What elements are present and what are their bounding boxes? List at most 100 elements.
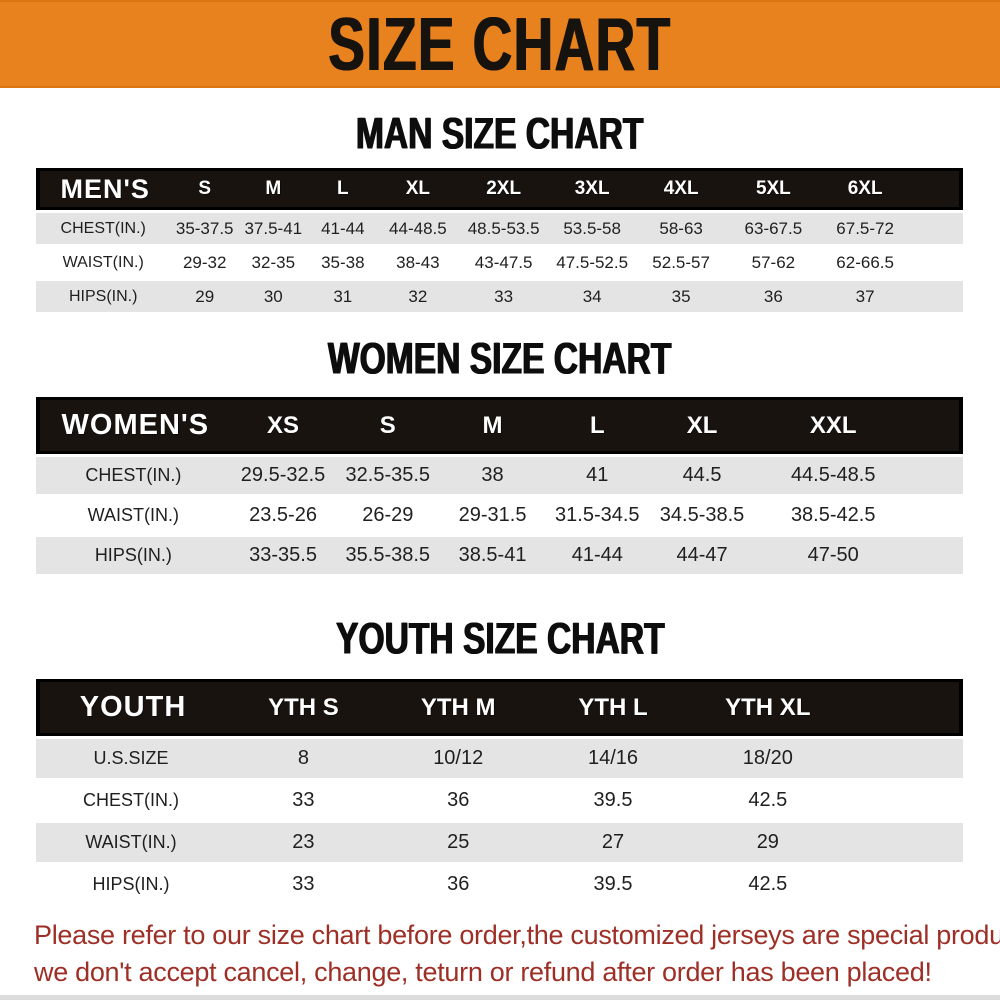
cell-value: 30 — [239, 281, 308, 312]
women-header-row: WOMEN'S XS S M L XL XXL — [36, 397, 963, 454]
cell-value: 41 — [544, 457, 650, 494]
column-header: 5XL — [727, 168, 820, 210]
cell-value: 41-44 — [544, 537, 650, 574]
cell-value: 35-37.5 — [170, 213, 239, 244]
cell-value: 29-31.5 — [440, 497, 545, 534]
row-label: HIPS(IN.) — [36, 865, 227, 904]
cell-value: 47.5-52.5 — [549, 247, 635, 278]
women-table-body: CHEST(IN.) 29.5-32.5 32.5-35.5 38 41 44.5 44.5… — [36, 457, 963, 574]
cell-value: 18/20 — [690, 739, 846, 778]
column-header: YTH S — [226, 679, 381, 736]
man-section-heading-text: MAN SIZE CHART — [356, 108, 644, 159]
cell-value: 41-44 — [307, 213, 379, 244]
cell-value: 44-47 — [649, 537, 755, 574]
youth-header-row: YOUTH YTH S YTH M YTH L YTH XL — [36, 679, 963, 736]
cell-value: 38-43 — [378, 247, 458, 278]
cell-value: 8 — [226, 739, 381, 778]
table-row: HIPS(IN.) 29 30 31 32 33 34 35 36 37 — [36, 281, 963, 312]
youth-table-body: U.S.SIZE 8 10/12 14/16 18/20 CHEST(IN.) 33 36 39… — [36, 739, 963, 904]
cell-value: 31.5-34.5 — [544, 497, 650, 534]
cell-value: 27 — [535, 823, 691, 862]
cell-value: 36 — [727, 281, 820, 312]
column-header: 4XL — [634, 168, 728, 210]
row-filler — [911, 281, 963, 312]
cell-value: 35-38 — [307, 247, 379, 278]
men-header-row: MEN'S S M L XL 2XL 3XL 4XL 5XL 6XL — [36, 168, 963, 210]
order-notice: Please refer to our size chart before or… — [0, 917, 1000, 991]
column-header: 6XL — [819, 168, 912, 210]
row-filler — [845, 865, 963, 904]
column-header: YTH M — [380, 679, 536, 736]
cell-value: 25 — [380, 823, 536, 862]
column-header: YTH L — [535, 679, 691, 736]
cell-value: 39.5 — [535, 865, 691, 904]
table-row: U.S.SIZE 8 10/12 14/16 18/20 — [36, 739, 963, 778]
cell-value: 42.5 — [690, 781, 846, 820]
row-label: WAIST(IN.) — [36, 823, 227, 862]
cell-value: 32-35 — [239, 247, 308, 278]
women-section-heading-text: WOMEN SIZE CHART — [328, 333, 672, 384]
cell-value: 34.5-38.5 — [649, 497, 755, 534]
cell-value: 44.5 — [649, 457, 755, 494]
row-label: WAIST(IN.) — [36, 247, 171, 278]
cell-value: 62-66.5 — [819, 247, 912, 278]
bottom-edge-strip — [0, 995, 1000, 1000]
cell-value: 37.5-41 — [239, 213, 308, 244]
women-size-table: WOMEN'S XS S M L XL XXL CHEST(IN.) 29.5-32.5 32.… — [36, 394, 963, 577]
cell-value: 32.5-35.5 — [335, 457, 441, 494]
cell-value: 35.5-38.5 — [335, 537, 441, 574]
cell-value: 29 — [170, 281, 239, 312]
cell-value: 33 — [457, 281, 550, 312]
row-filler — [911, 537, 963, 574]
table-title: WOMEN'S — [36, 397, 231, 454]
cell-value: 53.5-58 — [549, 213, 635, 244]
row-filler — [845, 781, 963, 820]
row-filler — [845, 823, 963, 862]
cell-value: 33 — [226, 865, 381, 904]
cell-value: 10/12 — [380, 739, 536, 778]
row-filler — [845, 739, 963, 778]
column-header: YTH XL — [690, 679, 846, 736]
cell-value: 36 — [380, 781, 536, 820]
column-header: 3XL — [549, 168, 635, 210]
row-label: HIPS(IN.) — [36, 281, 171, 312]
cell-value: 32 — [378, 281, 458, 312]
header-filler — [911, 168, 963, 210]
men-table-body: CHEST(IN.) 35-37.5 37.5-41 41-44 44-48.5 48.5… — [36, 213, 963, 312]
banner-title: SIZE CHART — [328, 1, 672, 87]
table-row: CHEST(IN.) 33 36 39.5 42.5 — [36, 781, 963, 820]
cell-value: 33-35.5 — [230, 537, 336, 574]
cell-value: 39.5 — [535, 781, 691, 820]
cell-value: 44.5-48.5 — [754, 457, 912, 494]
cell-value: 47-50 — [754, 537, 912, 574]
women-section-heading: WOMEN SIZE CHART — [0, 333, 1000, 384]
cell-value: 26-29 — [335, 497, 441, 534]
cell-value: 14/16 — [535, 739, 691, 778]
row-label: CHEST(IN.) — [36, 457, 231, 494]
cell-value: 29 — [690, 823, 846, 862]
cell-value: 52.5-57 — [634, 247, 728, 278]
column-header: S — [335, 397, 441, 454]
cell-value: 23.5-26 — [230, 497, 336, 534]
cell-value: 37 — [819, 281, 912, 312]
cell-value: 34 — [549, 281, 635, 312]
banner: SIZE CHART — [0, 0, 1000, 88]
column-header: XL — [378, 168, 458, 210]
column-header: L — [544, 397, 650, 454]
cell-value: 33 — [226, 781, 381, 820]
table-title: MEN'S — [36, 168, 171, 210]
cell-value: 67.5-72 — [819, 213, 912, 244]
notice-line-1: Please refer to our size chart before or… — [34, 920, 1000, 950]
cell-value: 38 — [440, 457, 545, 494]
column-header: 2XL — [457, 168, 550, 210]
row-filler — [911, 247, 963, 278]
table-row: CHEST(IN.) 29.5-32.5 32.5-35.5 38 41 44.5 44.5… — [36, 457, 963, 494]
table-title: YOUTH — [36, 679, 227, 736]
cell-value: 58-63 — [634, 213, 728, 244]
column-header: XS — [230, 397, 336, 454]
row-filler — [911, 213, 963, 244]
cell-value: 48.5-53.5 — [457, 213, 550, 244]
table-row: HIPS(IN.) 33 36 39.5 42.5 — [36, 865, 963, 904]
table-row: WAIST(IN.) 29-32 32-35 35-38 38-43 43-47.5 47.… — [36, 247, 963, 278]
